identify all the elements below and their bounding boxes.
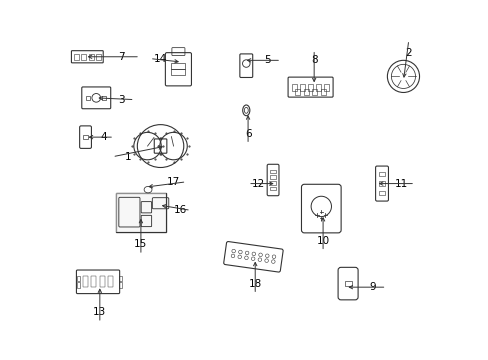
- Bar: [291, 84, 296, 91]
- Bar: [119, 282, 122, 288]
- Bar: [100, 276, 104, 287]
- Bar: [303, 89, 308, 95]
- Bar: [82, 135, 88, 139]
- Bar: [108, 276, 113, 287]
- Bar: [81, 54, 86, 60]
- Bar: [344, 282, 351, 286]
- Bar: [316, 84, 321, 91]
- Bar: [77, 282, 80, 288]
- Text: 7: 7: [118, 52, 124, 62]
- Bar: [295, 89, 300, 95]
- Text: 14: 14: [154, 54, 167, 64]
- Text: 8: 8: [310, 55, 317, 65]
- Bar: [270, 170, 275, 173]
- Bar: [116, 193, 165, 232]
- Text: 12: 12: [252, 179, 265, 189]
- Bar: [378, 191, 384, 195]
- Text: 10: 10: [316, 236, 329, 246]
- Text: 6: 6: [244, 129, 251, 139]
- Text: 18: 18: [248, 279, 261, 289]
- Bar: [270, 181, 275, 185]
- Bar: [378, 172, 384, 176]
- Text: 13: 13: [93, 307, 106, 317]
- Bar: [91, 276, 96, 287]
- Bar: [77, 276, 80, 282]
- Bar: [171, 69, 185, 75]
- Text: 11: 11: [394, 179, 407, 189]
- Bar: [119, 276, 122, 282]
- Text: 5: 5: [264, 55, 270, 65]
- Bar: [270, 175, 275, 179]
- Text: 3: 3: [118, 95, 124, 105]
- Bar: [312, 89, 317, 95]
- Bar: [86, 96, 90, 100]
- Bar: [73, 54, 79, 60]
- Bar: [270, 187, 275, 190]
- Bar: [116, 193, 165, 232]
- Text: 15: 15: [134, 239, 147, 249]
- Bar: [299, 84, 305, 91]
- Bar: [102, 96, 106, 100]
- Text: 4: 4: [100, 132, 106, 142]
- Text: 2: 2: [405, 48, 411, 58]
- Bar: [324, 84, 329, 91]
- Text: 16: 16: [173, 205, 186, 215]
- Bar: [171, 63, 185, 69]
- Bar: [83, 276, 88, 287]
- Text: 1: 1: [125, 152, 131, 162]
- Bar: [307, 84, 312, 91]
- Bar: [378, 181, 384, 186]
- Bar: [320, 89, 325, 95]
- Bar: [96, 54, 101, 60]
- Text: 17: 17: [166, 177, 179, 187]
- Bar: [88, 54, 93, 60]
- Text: 9: 9: [369, 282, 376, 292]
